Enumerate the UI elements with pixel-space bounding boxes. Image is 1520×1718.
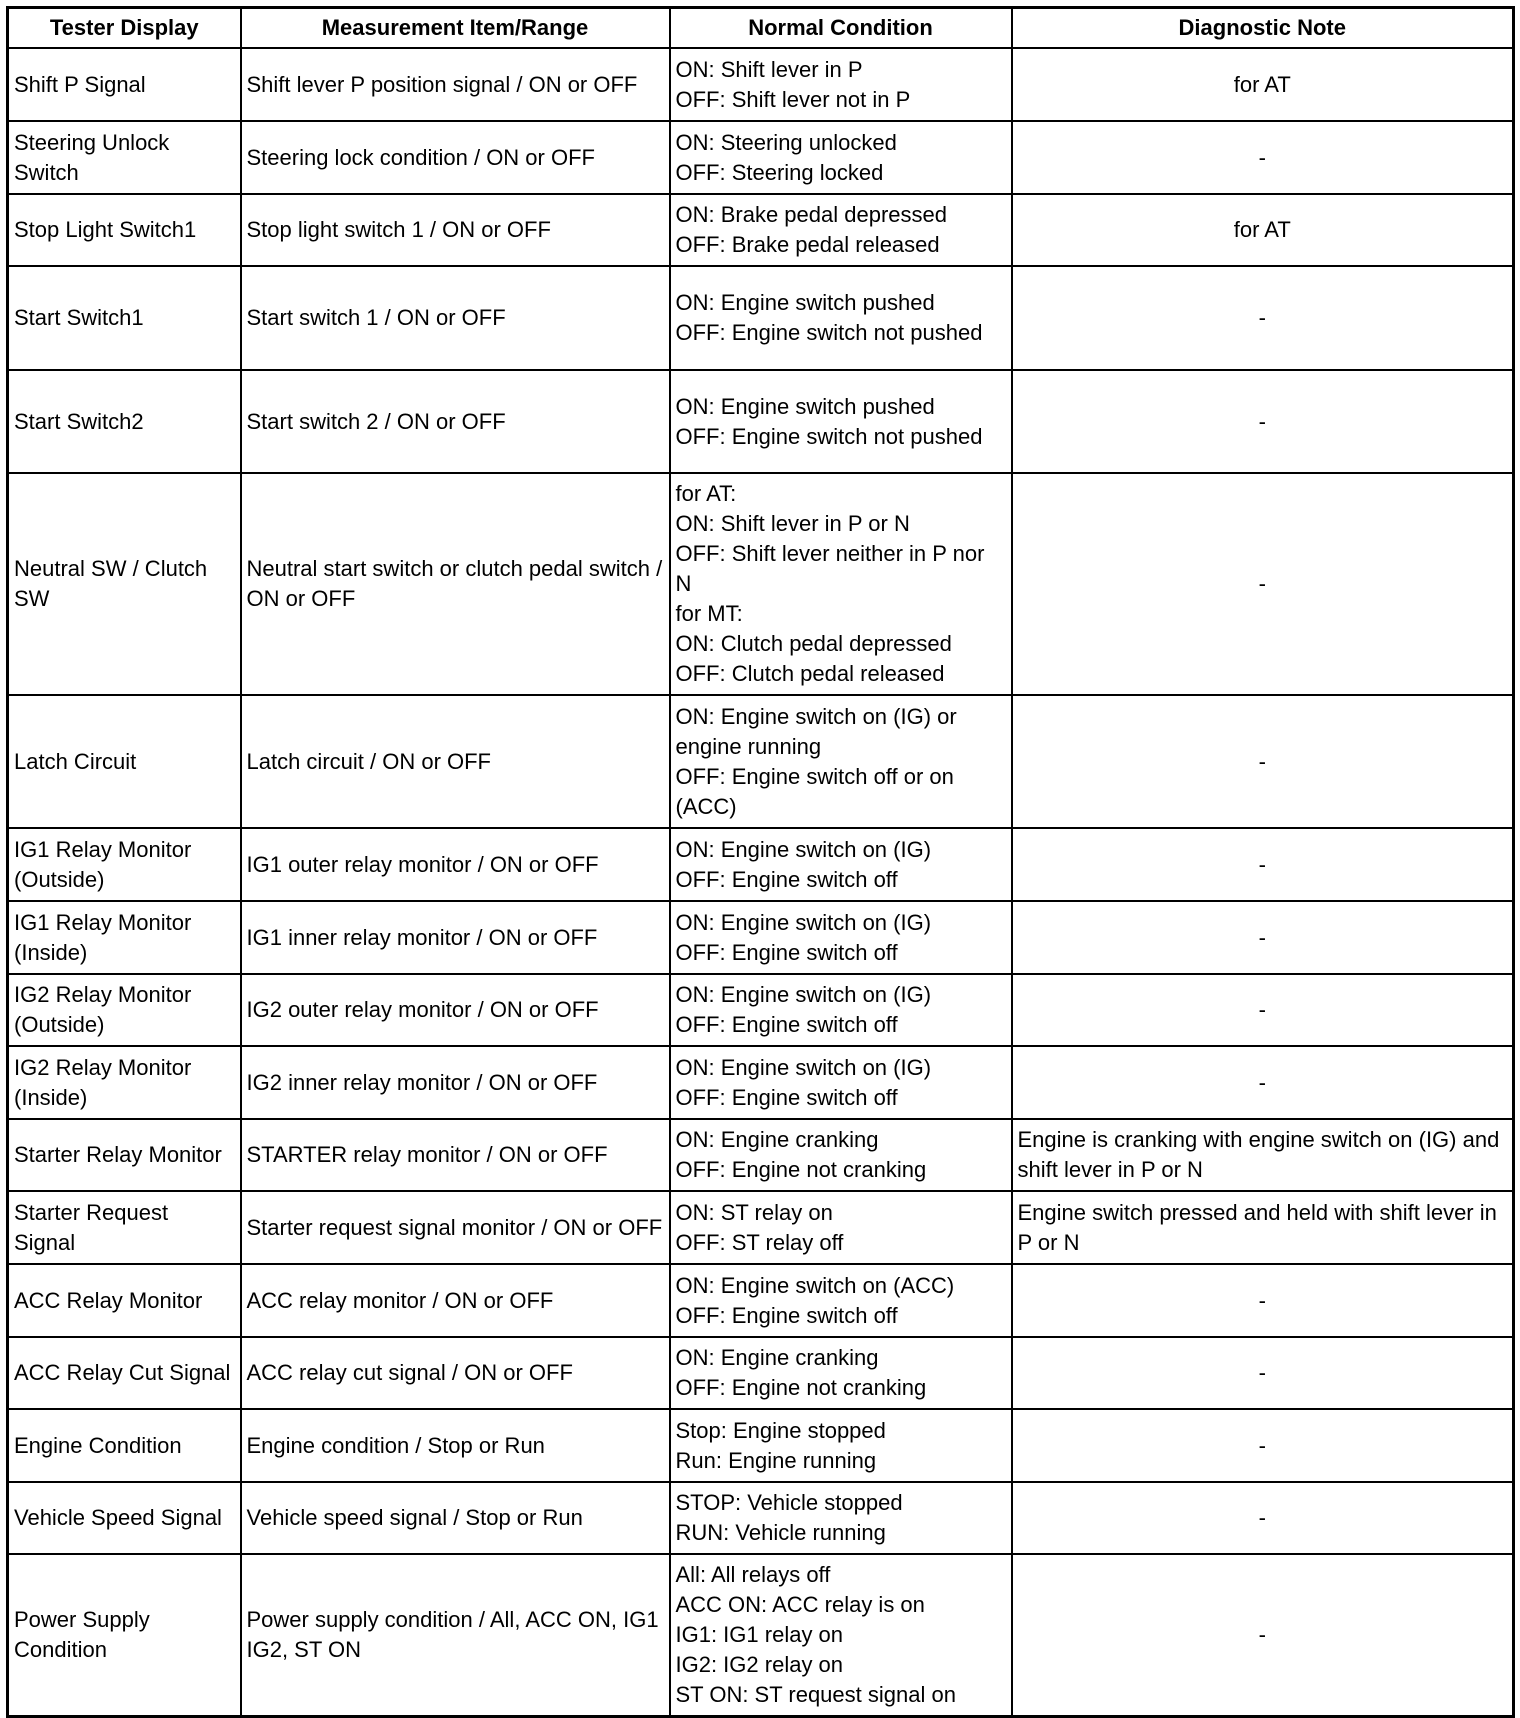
header-row: Tester Display Measurement Item/Range No… — [6, 6, 1515, 49]
table-row: Steering Unlock Switch Steering lock cond… — [6, 120, 1515, 195]
table-row: Neutral SW / Clutch SW Neutral start swit… — [6, 472, 1515, 696]
diagnostic-note-cell: - — [1010, 827, 1515, 902]
tester-display-cell: Start Switch1 — [6, 265, 242, 371]
measurement-item-cell: STARTER relay monitor / ON or OFF — [239, 1118, 671, 1192]
measurement-item-cell: Stop light switch 1 / ON or OFF — [239, 193, 671, 267]
normal-condition-cell: STOP: Vehicle stopped RUN: Vehicle runni… — [668, 1481, 1013, 1555]
diagnostic-note-cell: - — [1010, 973, 1515, 1047]
tester-display-cell: Engine Condition — [6, 1408, 242, 1483]
measurement-item-cell: Neutral start switch or clutch pedal swi… — [239, 472, 671, 696]
diagnostic-note-cell: Engine is cranking with engine switch on… — [1010, 1118, 1515, 1192]
normal-condition-cell: Stop: Engine stopped Run: Engine running — [668, 1408, 1013, 1483]
diagnostic-note-cell: - — [1010, 1553, 1515, 1717]
measurement-item-cell: IG1 inner relay monitor / ON or OFF — [239, 900, 671, 975]
table-row: Start Switch1 Start switch 1 / ON or OFF O… — [6, 265, 1515, 371]
tester-display-cell: Stop Light Switch1 — [6, 193, 242, 267]
tester-display-cell: IG2 Relay Monitor (Inside) — [6, 1045, 242, 1120]
tester-display-cell: Shift P Signal — [6, 47, 242, 122]
tester-display-cell: Vehicle Speed Signal — [6, 1481, 242, 1555]
table-row: Stop Light Switch1 Stop light switch 1 / … — [6, 193, 1515, 267]
measurement-item-cell: Starter request signal monitor / ON or O… — [239, 1190, 671, 1265]
normal-condition-cell: ON: Engine switch on (IG) OFF: Engine sw… — [668, 1045, 1013, 1120]
normal-condition-cell: ON: Brake pedal depressed OFF: Brake ped… — [668, 193, 1013, 267]
normal-condition-cell: ON: Engine cranking OFF: Engine not cran… — [668, 1336, 1013, 1410]
table-row: ACC Relay Monitor ACC relay monitor / ON … — [6, 1263, 1515, 1338]
table-row: Starter Request Signal Starter request si… — [6, 1190, 1515, 1265]
measurement-item-cell: Power supply condition / All, ACC ON, IG… — [239, 1553, 671, 1717]
tester-display-cell: Power Supply Condition — [6, 1553, 242, 1717]
tester-display-cell: IG1 Relay Monitor (Outside) — [6, 827, 242, 902]
table-row: Latch Circuit Latch circuit / ON or OFF ON… — [6, 694, 1515, 829]
tester-display-cell: Latch Circuit — [6, 694, 242, 829]
tester-display-cell: Neutral SW / Clutch SW — [6, 472, 242, 696]
measurement-item-cell: Vehicle speed signal / Stop or Run — [239, 1481, 671, 1555]
measurement-item-cell: Steering lock condition / ON or OFF — [239, 120, 671, 195]
tester-display-cell: IG2 Relay Monitor (Outside) — [6, 973, 242, 1047]
normal-condition-cell: ON: Engine switch pushed OFF: Engine swi… — [668, 369, 1013, 474]
diagnostic-note-cell: - — [1010, 694, 1515, 829]
measurement-item-cell: Engine condition / Stop or Run — [239, 1408, 671, 1483]
tester-display-cell: ACC Relay Cut Signal — [6, 1336, 242, 1410]
normal-condition-cell: ON: Engine switch on (IG) OFF: Engine sw… — [668, 827, 1013, 902]
measurement-item-cell: Start switch 1 / ON or OFF — [239, 265, 671, 371]
diagnostic-note-cell: - — [1010, 1481, 1515, 1555]
diagnostic-note-cell: - — [1010, 369, 1515, 474]
measurement-item-cell: Shift lever P position signal / ON or OF… — [239, 47, 671, 122]
tester-display-cell: ACC Relay Monitor — [6, 1263, 242, 1338]
tester-display-cell: Starter Relay Monitor — [6, 1118, 242, 1192]
table-row: Starter Relay Monitor STARTER relay monit… — [6, 1118, 1515, 1192]
table-row: ACC Relay Cut Signal ACC relay cut signal… — [6, 1336, 1515, 1410]
table-row: Shift P Signal Shift lever P position sig… — [6, 47, 1515, 122]
diagnostic-note-cell: - — [1010, 1336, 1515, 1410]
table-row: IG1 Relay Monitor (Inside) IG1 inner rela… — [6, 900, 1515, 975]
diagnostic-note-cell: - — [1010, 1045, 1515, 1120]
normal-condition-cell: ON: Engine switch pushed OFF: Engine swi… — [668, 265, 1013, 371]
header-measurement-item: Measurement Item/Range — [239, 6, 671, 49]
normal-condition-cell: ON: Engine switch on (ACC) OFF: Engine s… — [668, 1263, 1013, 1338]
diagnostic-note-cell: - — [1010, 265, 1515, 371]
diagnostic-note-cell: for AT — [1010, 47, 1515, 122]
diagnostic-note-cell: - — [1010, 900, 1515, 975]
tester-display-cell: Steering Unlock Switch — [6, 120, 242, 195]
diagnostic-note-cell: for AT — [1010, 193, 1515, 267]
measurement-item-cell: ACC relay cut signal / ON or OFF — [239, 1336, 671, 1410]
normal-condition-cell: for AT: ON: Shift lever in P or N OFF: S… — [668, 472, 1013, 696]
normal-condition-cell: ON: Engine switch on (IG) OFF: Engine sw… — [668, 900, 1013, 975]
normal-condition-cell: ON: Steering unlocked OFF: Steering lock… — [668, 120, 1013, 195]
normal-condition-cell: ON: Engine switch on (IG) or engine runn… — [668, 694, 1013, 829]
table-row: Power Supply Condition Power supply condi… — [6, 1553, 1515, 1717]
table-row: Vehicle Speed Signal Vehicle speed signal… — [6, 1481, 1515, 1555]
header-tester-display: Tester Display — [6, 6, 242, 49]
tester-display-cell: Start Switch2 — [6, 369, 242, 474]
normal-condition-cell: All: All relays off ACC ON: ACC relay is… — [668, 1553, 1013, 1717]
diagnostic-note-cell: Engine switch pressed and held with shif… — [1010, 1190, 1515, 1265]
measurement-item-cell: ACC relay monitor / ON or OFF — [239, 1263, 671, 1338]
diagnostic-note-cell: - — [1010, 120, 1515, 195]
diagnostic-note-cell: - — [1010, 1263, 1515, 1338]
measurement-item-cell: Start switch 2 / ON or OFF — [239, 369, 671, 474]
normal-condition-cell: ON: ST relay on OFF: ST relay off — [668, 1190, 1013, 1265]
measurement-item-cell: Latch circuit / ON or OFF — [239, 694, 671, 829]
table-row: Engine Condition Engine condition / Stop … — [6, 1408, 1515, 1483]
table-row: IG1 Relay Monitor (Outside) IG1 outer rel… — [6, 827, 1515, 902]
normal-condition-cell: ON: Engine cranking OFF: Engine not cran… — [668, 1118, 1013, 1192]
diagnostic-note-cell: - — [1010, 472, 1515, 696]
table-row: Start Switch2 Start switch 2 / ON or OFF O… — [6, 369, 1515, 474]
measurement-item-cell: IG1 outer relay monitor / ON or OFF — [239, 827, 671, 902]
diagnostic-note-cell: - — [1010, 1408, 1515, 1483]
normal-condition-cell: ON: Engine switch on (IG) OFF: Engine sw… — [668, 973, 1013, 1047]
table-row: IG2 Relay Monitor (Outside) IG2 outer rel… — [6, 973, 1515, 1047]
data-list-table: Tester Display Measurement Item/Range No… — [6, 6, 1515, 1718]
header-diagnostic-note: Diagnostic Note — [1010, 6, 1515, 49]
measurement-item-cell: IG2 outer relay monitor / ON or OFF — [239, 973, 671, 1047]
measurement-item-cell: IG2 inner relay monitor / ON or OFF — [239, 1045, 671, 1120]
header-normal-condition: Normal Condition — [668, 6, 1013, 49]
tester-display-cell: Starter Request Signal — [6, 1190, 242, 1265]
normal-condition-cell: ON: Shift lever in P OFF: Shift lever no… — [668, 47, 1013, 122]
tester-display-cell: IG1 Relay Monitor (Inside) — [6, 900, 242, 975]
table-row: IG2 Relay Monitor (Inside) IG2 inner rela… — [6, 1045, 1515, 1120]
